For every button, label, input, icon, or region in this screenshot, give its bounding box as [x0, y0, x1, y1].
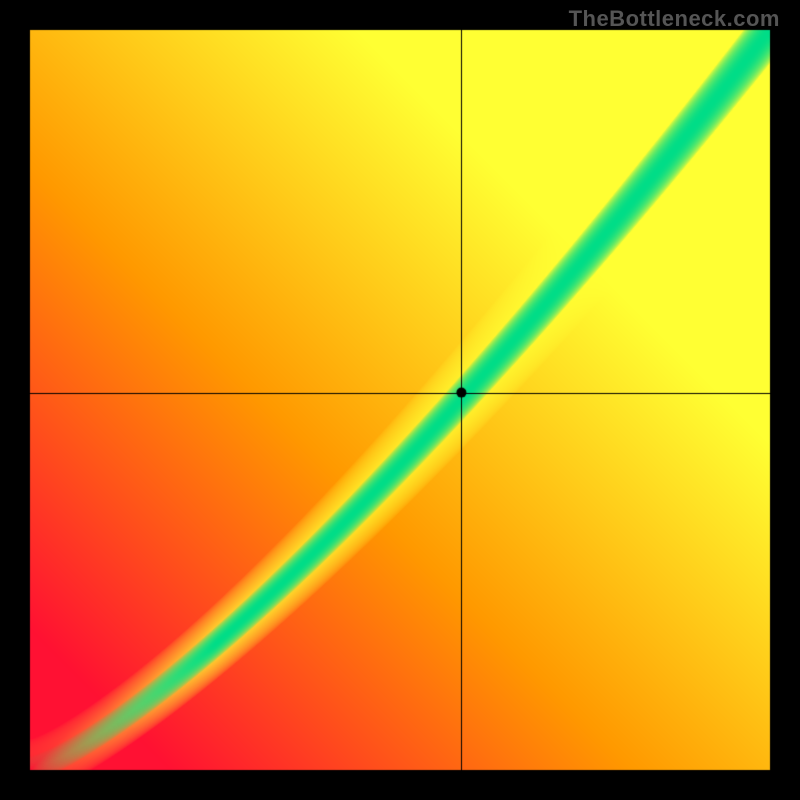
bottleneck-heatmap-canvas [0, 0, 800, 800]
watermark-text: TheBottleneck.com [569, 6, 780, 32]
chart-container: TheBottleneck.com [0, 0, 800, 800]
